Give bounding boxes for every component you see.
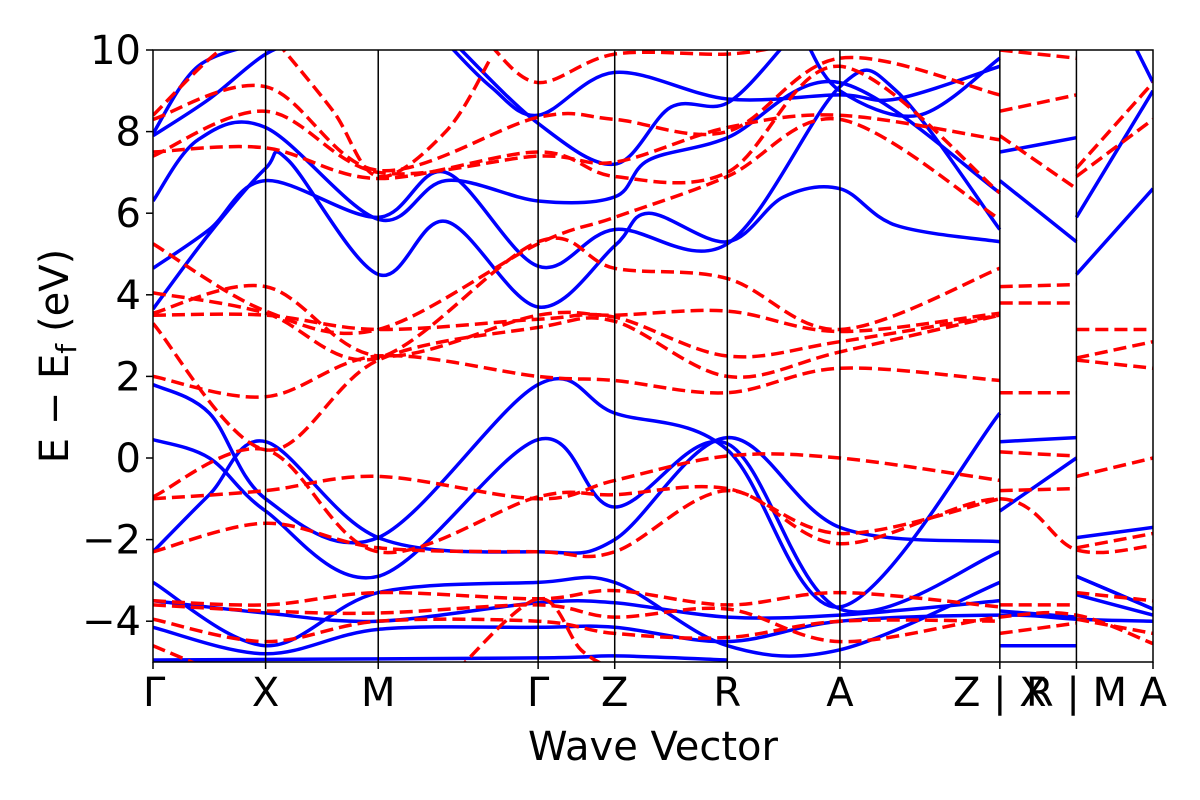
x-tick-label: A bbox=[826, 670, 854, 716]
dashed-band-line bbox=[999, 450, 1077, 458]
y-axis-title-subscript: f bbox=[50, 343, 83, 354]
solid-band-line bbox=[458, 50, 783, 167]
dashed-band-line bbox=[492, 50, 772, 85]
dashed-band-line bbox=[153, 236, 1001, 362]
solid-band-line bbox=[451, 50, 1001, 118]
dashed-band-line bbox=[153, 353, 1000, 399]
y-axis-title: E − Ef (eV) bbox=[32, 249, 83, 464]
y-tick-label: −2 bbox=[82, 518, 141, 564]
y-axis-title-main: E − E bbox=[32, 354, 78, 464]
dashed-band-line bbox=[999, 93, 1077, 113]
y-axis-title-unit: (eV) bbox=[32, 249, 78, 332]
dashed-band-line bbox=[153, 588, 1000, 609]
solid-band-line bbox=[1075, 187, 1153, 276]
dashed-band-line bbox=[281, 50, 493, 179]
x-tick-label: Γ bbox=[143, 670, 166, 716]
y-axis-ticks: −4 −2 0 2 4 6 8 10 bbox=[82, 28, 153, 645]
solid-band-line bbox=[153, 50, 241, 135]
solid-band-line bbox=[1076, 525, 1153, 540]
dashed-band-line bbox=[999, 486, 1077, 493]
y-tick-label: 10 bbox=[90, 28, 141, 74]
solid-band-line bbox=[1074, 89, 1153, 219]
y-tick-label: 4 bbox=[116, 273, 141, 319]
dashed-band-line bbox=[153, 109, 1001, 176]
solid-band-line bbox=[1075, 574, 1153, 611]
dashed-band-line bbox=[999, 282, 1077, 289]
dashed-band-line bbox=[998, 134, 1078, 191]
dashed-band-line bbox=[1076, 531, 1153, 550]
y-tick-label: 2 bbox=[116, 354, 141, 400]
y-tick-label: 0 bbox=[116, 436, 141, 482]
x-tick-label: Γ bbox=[527, 670, 550, 716]
dashed-band-line bbox=[1075, 456, 1153, 479]
dashed-band-line bbox=[1076, 590, 1153, 603]
y-tick-label: 6 bbox=[116, 191, 141, 237]
dashed-band-line bbox=[153, 488, 1153, 559]
x-tick-label: Z | X bbox=[953, 670, 1047, 716]
dashed-band-line bbox=[153, 644, 197, 662]
x-tick-label: Z bbox=[601, 670, 628, 716]
dashed-band-line bbox=[999, 621, 1077, 636]
dashed-band-line bbox=[153, 446, 1001, 555]
y-tick-label: 8 bbox=[116, 110, 141, 156]
plot-frame bbox=[152, 49, 1154, 663]
solid-band-line bbox=[153, 654, 728, 662]
dashed-band-line bbox=[153, 55, 1001, 173]
dashed-band-line bbox=[1075, 117, 1153, 178]
x-tick-label: R bbox=[713, 670, 741, 716]
y-tick-label: −4 bbox=[82, 599, 141, 645]
dashed-band-line bbox=[1076, 339, 1153, 360]
dashed-band-line bbox=[1075, 81, 1153, 170]
x-tick-label: X bbox=[252, 670, 279, 716]
solid-band-line bbox=[998, 456, 1078, 513]
dashed-band-line bbox=[153, 50, 225, 117]
high-symmetry-lines bbox=[264, 50, 1078, 662]
solid-band-line bbox=[1075, 593, 1153, 617]
x-tick-label: A bbox=[1140, 670, 1168, 716]
dashed-band-line bbox=[153, 64, 1001, 195]
dashed-band-line bbox=[999, 50, 1077, 60]
dashed-band-line bbox=[1076, 617, 1153, 636]
solid-band-line bbox=[999, 435, 1077, 444]
dashed-band-line bbox=[462, 597, 603, 662]
x-tick-label: R | M bbox=[1026, 670, 1127, 716]
solid-band-line bbox=[153, 50, 278, 138]
x-axis-title: Wave Vector bbox=[528, 724, 779, 770]
solid-band-line bbox=[999, 135, 1077, 154]
dashed-band-line bbox=[153, 603, 1153, 646]
dashed-band-line bbox=[153, 283, 1000, 359]
band-lines bbox=[153, 50, 1153, 662]
solid-band-line bbox=[153, 150, 1001, 311]
solid-band-line bbox=[1134, 50, 1153, 84]
dashed-band-line bbox=[1076, 358, 1153, 370]
solid-band-line bbox=[998, 179, 1078, 244]
x-axis-ticks: Γ X M Γ Z R A Z | XR | M A bbox=[143, 662, 1168, 716]
solid-band-line bbox=[808, 50, 1001, 119]
x-tick-label: M bbox=[361, 670, 396, 716]
